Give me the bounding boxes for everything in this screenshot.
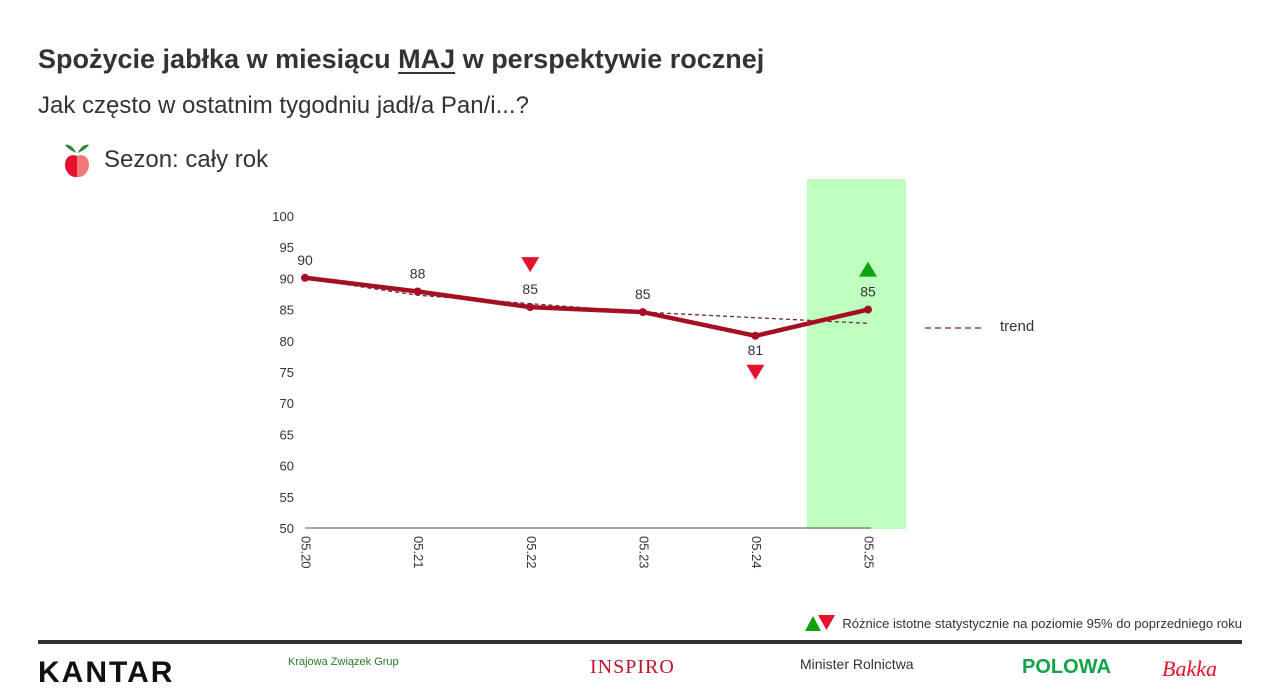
logo-polowa: POLOWA	[1022, 656, 1111, 678]
series-line	[302, 275, 871, 339]
data-point	[413, 287, 422, 296]
chart-subtitle: Jak często w ostatnim tygodniu jadł/a Pa…	[38, 92, 529, 119]
y-tick-label: 60	[280, 459, 294, 474]
y-tick-label: 85	[280, 303, 294, 318]
data-point	[526, 303, 535, 312]
logo-bakka: Bakka	[1162, 656, 1217, 681]
title-text-start: Spożycie jabłka w miesiącu	[38, 44, 399, 74]
x-tick-label: 05.25	[862, 536, 877, 569]
y-tick-label: 95	[280, 240, 294, 255]
y-tick-label: 80	[280, 334, 294, 349]
y-tick-label: 100	[272, 209, 294, 224]
title-text-end: w perspektywie rocznej	[455, 44, 765, 74]
data-label: 85	[860, 284, 876, 300]
y-tick-label: 75	[280, 365, 294, 380]
x-tick-label: 05.22	[524, 536, 539, 569]
title-month: MAJ	[398, 44, 456, 74]
significance-marker-down	[746, 364, 765, 380]
y-tick-label: 90	[280, 271, 294, 286]
data-label: 85	[522, 281, 538, 297]
significance-marker-up	[859, 261, 877, 277]
significance-marker-down	[521, 257, 540, 273]
highlight-band	[807, 179, 906, 529]
data-point	[638, 308, 647, 317]
x-tick-label: 05.21	[411, 536, 426, 569]
data-label: 85	[635, 286, 651, 302]
logo-inspiro: INSPIRO	[590, 656, 675, 678]
logo-kantar: KANTAR	[38, 656, 175, 689]
data-label: 81	[748, 342, 764, 358]
season-label: Sezon: cały rok	[104, 146, 269, 173]
data-point	[864, 305, 872, 314]
legend-trend-label: trend	[1000, 318, 1034, 335]
apple-icon	[65, 144, 89, 178]
y-tick-label: 55	[280, 490, 294, 505]
data-label: 88	[410, 266, 426, 282]
significance-triangles-icon	[805, 615, 836, 631]
data-point	[301, 273, 309, 282]
footer-divider	[38, 640, 1242, 644]
logo-grupy: Krajowa Związek Grup	[288, 656, 399, 668]
data-label: 90	[297, 252, 313, 268]
logo-ministerstwo: Minister Rolnictwa	[800, 656, 914, 672]
x-tick-label: 05.23	[636, 536, 651, 569]
y-tick-label: 65	[280, 427, 294, 442]
chart-title: Spożycie jabłka w miesiącu MAJ w perspek…	[38, 44, 764, 75]
footnote-text: Różnice istotne statystycznie na poziomi…	[842, 615, 1242, 631]
significance-footnote: Różnice istotne statystycznie na poziomi…	[804, 614, 1242, 632]
data-point	[751, 331, 760, 340]
trend-line	[304, 277, 869, 324]
sponsor-logos: KANTAR Krajowa Związek Grup INSPIRO Mini…	[38, 656, 1242, 689]
x-tick-label: 05.24	[749, 536, 764, 569]
x-tick-label: 05.20	[299, 536, 314, 569]
y-tick-label: 50	[280, 521, 294, 536]
season-indicator: Sezon: cały rok	[64, 140, 268, 180]
y-tick-label: 70	[280, 396, 294, 411]
